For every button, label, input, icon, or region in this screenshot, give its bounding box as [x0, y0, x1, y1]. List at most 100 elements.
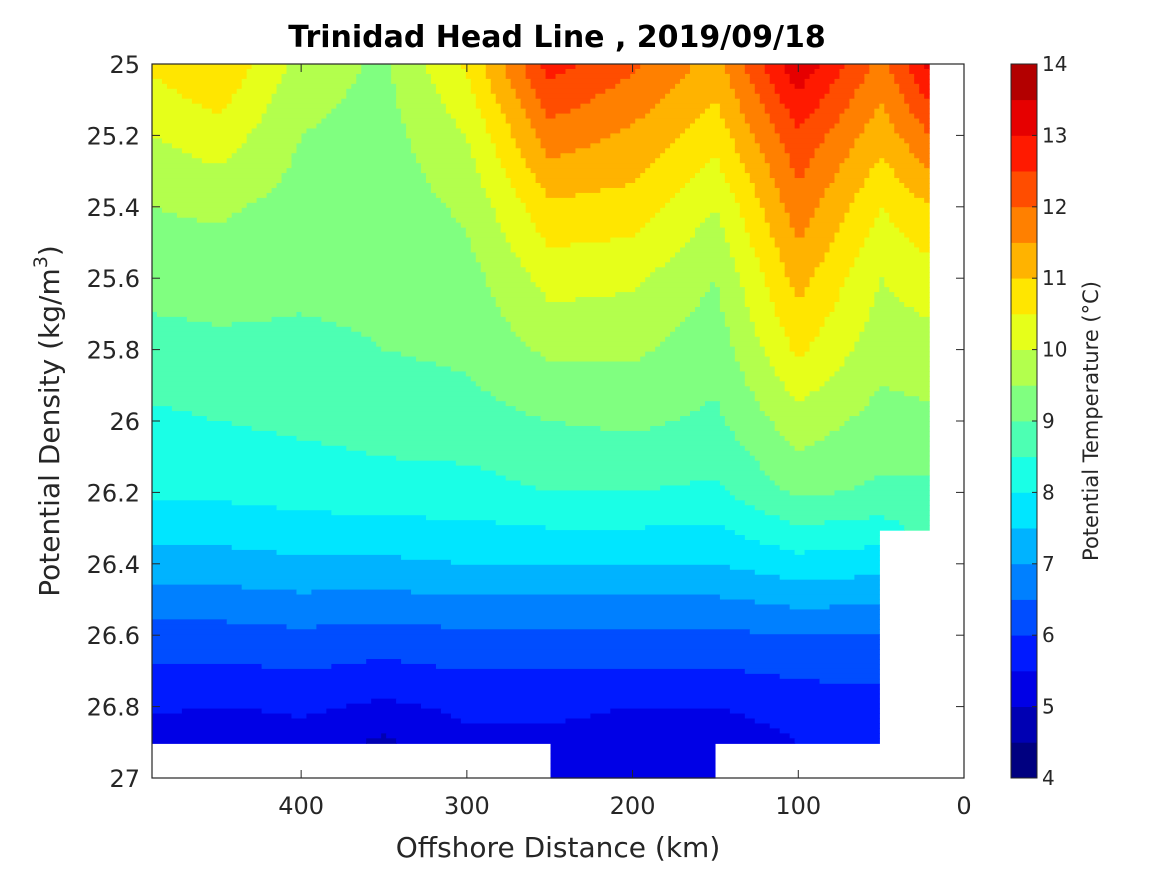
contour-cell	[236, 148, 298, 154]
contour-cell	[769, 292, 796, 298]
contour-cell	[794, 287, 806, 293]
contour-cell	[575, 64, 641, 70]
contour-cell	[480, 386, 751, 392]
contour-cell	[271, 316, 322, 323]
contour-cell	[490, 287, 542, 293]
contour-cell	[480, 267, 527, 273]
colorbar-tick-label: 5	[1042, 695, 1055, 719]
contour-cell	[152, 133, 248, 139]
contour-cell	[226, 619, 880, 625]
contour-cell	[814, 212, 846, 219]
contour-cell	[550, 763, 716, 769]
contour-cell	[535, 282, 641, 288]
contour-cell	[615, 292, 706, 298]
contour-cell	[789, 346, 811, 353]
contour-cell	[152, 401, 507, 407]
contour-cell	[849, 207, 880, 214]
contour-cell	[152, 64, 253, 70]
contour-cell	[520, 262, 666, 268]
colorbar-tick-label: 9	[1042, 409, 1055, 433]
contour-cell	[505, 73, 527, 80]
contour-cell	[859, 133, 900, 139]
contour-cell	[719, 217, 746, 224]
contour-cell	[904, 93, 925, 100]
contour-cell	[754, 505, 930, 511]
contour-cell	[759, 98, 781, 105]
contour-cell	[416, 158, 477, 164]
contour-cell	[152, 614, 880, 620]
contour-cell	[416, 153, 472, 159]
contour-cell	[739, 212, 766, 219]
contour-cell	[152, 668, 746, 675]
contour-cell	[321, 316, 507, 323]
contour-cell	[849, 351, 930, 358]
colorbar-tick-label: 8	[1042, 480, 1055, 504]
contour-cell	[411, 148, 472, 154]
contour-cell	[734, 93, 761, 100]
contour-cell	[799, 123, 836, 130]
contour-cell	[844, 356, 930, 363]
contour-cell	[849, 148, 910, 154]
contour-cell	[889, 113, 915, 120]
contour-cell	[789, 277, 811, 283]
contour-cell	[550, 743, 716, 749]
contour-cell	[152, 698, 372, 705]
contour-cell	[849, 272, 930, 278]
contour-cell	[754, 321, 781, 328]
x-axis-label: Offshore Distance (km)	[396, 831, 721, 864]
contour-cell	[595, 93, 666, 100]
contour-cell	[839, 73, 865, 80]
contour-cell	[610, 133, 681, 139]
contour-cell	[844, 421, 930, 427]
contour-cell	[171, 143, 243, 149]
contour-cell	[535, 88, 606, 95]
contour-cell	[849, 98, 905, 105]
colorbar-tick-label: 7	[1042, 552, 1055, 576]
contour-cell	[152, 168, 288, 174]
contour-cell	[152, 510, 332, 516]
contour-cell	[824, 252, 860, 258]
colorbar-band	[1011, 171, 1037, 208]
contour-cell	[535, 133, 611, 139]
contour-cell	[520, 480, 691, 487]
contour-cell	[640, 282, 711, 288]
contour-cell	[879, 282, 885, 288]
contour-cell	[729, 336, 761, 343]
contour-cell	[515, 143, 542, 149]
contour-cell	[490, 391, 756, 397]
contour-cell	[580, 103, 656, 110]
contour-cell	[774, 425, 841, 432]
contour-cell	[789, 222, 811, 229]
contour-cell	[699, 168, 721, 174]
contour-cell	[650, 108, 706, 115]
contour-cell	[152, 733, 382, 739]
contour-cell	[839, 113, 875, 120]
contour-cell	[152, 475, 507, 482]
contour-cell	[809, 217, 846, 224]
x-tick-label: 400	[278, 792, 324, 820]
contour-cell	[152, 644, 880, 650]
contour-cell	[356, 73, 392, 80]
contour-cell	[152, 495, 736, 501]
contour-cell	[530, 272, 651, 278]
contour-cell	[919, 311, 930, 318]
contour-cell	[829, 247, 860, 254]
x-tick-label: 100	[775, 792, 821, 820]
contour-cell	[490, 88, 517, 95]
contour-cell	[709, 287, 721, 293]
contour-cell	[440, 708, 611, 715]
contour-cell	[261, 118, 322, 125]
contour-cell	[161, 138, 248, 144]
contour-cell	[152, 306, 502, 313]
contour-cell	[844, 361, 930, 368]
contour-cell	[854, 192, 915, 199]
contour-cell	[894, 78, 915, 85]
contour-cell	[694, 173, 726, 179]
contour-cell	[839, 297, 875, 303]
contour-cell	[575, 297, 701, 303]
contour-cell	[739, 272, 766, 278]
contour-cell	[829, 88, 856, 95]
colorbar-band	[1011, 64, 1037, 101]
contour-cell	[480, 173, 507, 179]
contour-cell	[152, 356, 417, 363]
